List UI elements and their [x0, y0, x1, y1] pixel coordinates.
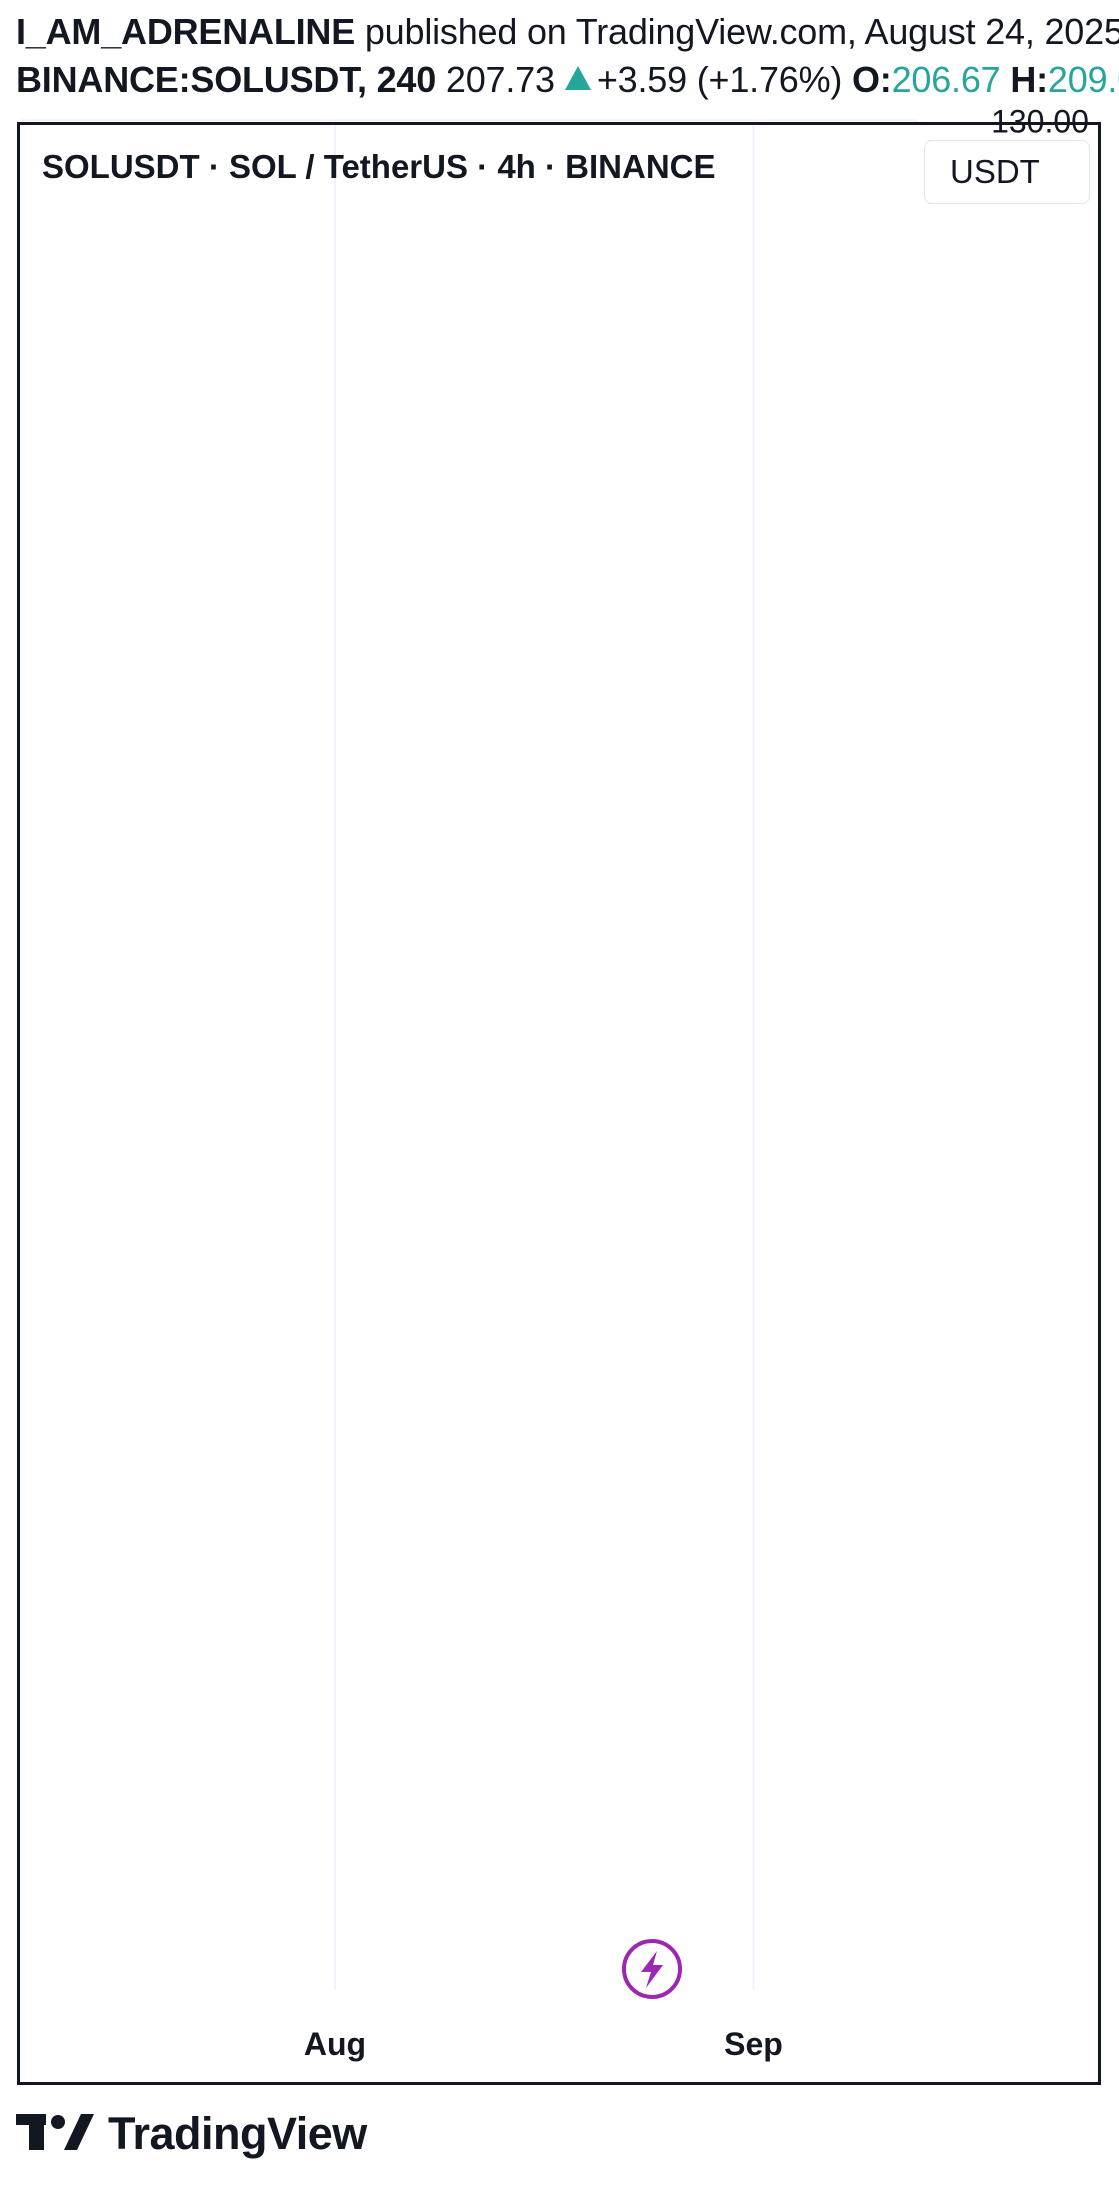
up-triangle-icon [564, 66, 591, 90]
published-text: published on TradingView.com, August 24,… [364, 11, 1119, 52]
symbol-interval: BINANCE:SOLUSDT, 240 [16, 59, 437, 100]
price-change: +3.59 (+1.76%) [596, 59, 843, 100]
last-price: 207.73 [445, 59, 555, 100]
currency-button[interactable]: USDT [924, 140, 1090, 204]
open-label: O: [852, 59, 892, 100]
symbol-info-line: BINANCE:SOLUSDT, 240 207.73 +3.59 (+1.76%… [16, 58, 1119, 102]
tradingview-logo-icon [16, 2114, 94, 2150]
publisher-line: I_AM_ADRENALINE published on TradingView… [16, 10, 1119, 54]
tradingview-logo[interactable]: TradingView [16, 2108, 367, 2160]
x-tick-label: Sep [724, 2026, 783, 2062]
lightning-icon[interactable] [622, 1939, 682, 1999]
tradingview-logo-text: TradingView [108, 2108, 367, 2159]
high-label: H: [1010, 59, 1048, 100]
chart-title: SOLUSDT · SOL / TetherUS · 4h · BINANCE [42, 148, 716, 185]
author-name[interactable]: I_AM_ADRENALINE [16, 11, 356, 52]
high-value: 209.0 [1047, 59, 1119, 100]
chart-frame [17, 122, 1101, 2085]
y-tick-label: 130.00 [991, 103, 1089, 139]
open-value: 206.67 [891, 59, 1001, 100]
x-tick-label: Aug [304, 2026, 366, 2062]
